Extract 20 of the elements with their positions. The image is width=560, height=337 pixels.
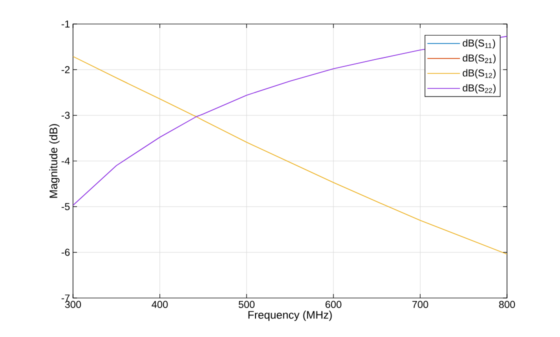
line-series: [73, 56, 508, 255]
x-axis-title: Frequency (MHz): [248, 310, 332, 321]
y-tick-label: -5: [62, 203, 70, 210]
legend-label: dB(S$_{11}$): [462, 39, 496, 49]
x-tick-label: 700: [412, 300, 428, 308]
legend-label: dB(S$_{21}$): [462, 54, 496, 64]
y-tick-label: -3: [62, 112, 70, 119]
legend-label: dB(S$_{12}$): [462, 69, 496, 78]
x-tick-label: 400: [152, 300, 168, 308]
x-tick-label: 300: [65, 300, 81, 308]
x-tick-label: 600: [326, 300, 342, 308]
y-tick-label: -7: [62, 294, 70, 302]
x-tick-label: 800: [499, 300, 515, 308]
y-tick-label: -4: [62, 158, 70, 164]
y-tick-label: -6: [62, 248, 70, 256]
y-tick-label: -2: [62, 66, 70, 74]
y-tick-label: -1: [62, 20, 70, 28]
x-tick-label: 500: [238, 300, 255, 308]
legend-label: dB(S$_{22}$): [462, 84, 496, 94]
y-axis-title: Magnitude (dB): [49, 124, 60, 198]
